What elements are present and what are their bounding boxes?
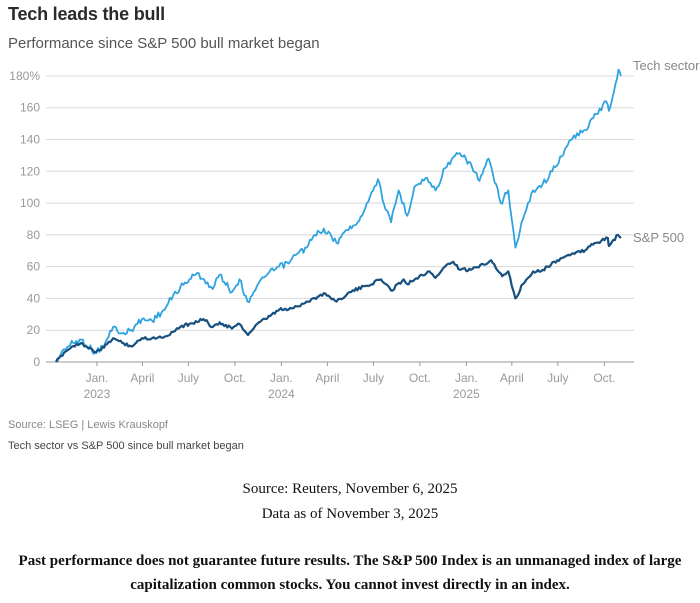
x-tick-year: 2025 <box>453 387 480 401</box>
x-tick-label: April <box>500 371 524 385</box>
x-axis-labels: Jan. 2023 April July Oct. Jan. 2024 April July Oc… <box>84 371 616 401</box>
grid <box>46 75 634 366</box>
y-tick-label: 100 <box>20 196 40 210</box>
y-tick-label: 0 <box>33 355 40 369</box>
source-note: Source: LSEG | Lewis Krauskopf <box>8 419 168 431</box>
y-tick-label: 140 <box>20 133 40 147</box>
y-tick-label: 60 <box>27 260 41 274</box>
x-tick-label: April <box>130 371 154 385</box>
x-tick-label: July <box>178 371 199 385</box>
chart-title: Tech leads the bull <box>8 4 165 24</box>
y-tick-label: 180% <box>9 69 40 83</box>
x-tick-label: July <box>547 371 568 385</box>
disclaimer: Past performance does not guarantee futu… <box>18 553 682 593</box>
x-tick-label: Jan. <box>86 371 109 385</box>
y-tick-label: 160 <box>20 101 40 115</box>
sp500-line <box>55 233 622 363</box>
x-tick-label: July <box>363 371 384 385</box>
tech-sector-label: Tech sector <box>633 60 700 73</box>
series-labels: Tech sector S&P 500 <box>633 60 700 245</box>
attribution-date: Data as of November 3, 2025 <box>261 506 439 522</box>
y-tick-label: 120 <box>20 164 40 178</box>
x-tick-label: Jan. <box>270 371 293 385</box>
tech-sector-line <box>55 68 622 363</box>
series-lines <box>55 68 622 363</box>
y-tick-label: 80 <box>27 228 41 242</box>
x-tick-label: April <box>315 371 339 385</box>
chart-subtitle: Performance since S&P 500 bull market be… <box>8 35 320 52</box>
x-tick-year: 2023 <box>84 387 111 401</box>
chart-caption: Tech sector vs S&P 500 since bull market… <box>8 440 244 452</box>
x-tick-year: 2024 <box>268 387 295 401</box>
attribution-source: Source: Reuters, November 6, 2025 <box>242 481 458 497</box>
y-tick-label: 40 <box>27 291 41 305</box>
x-tick-label: Oct. <box>409 371 431 385</box>
x-tick-label: Oct. <box>224 371 246 385</box>
x-tick-label: Oct. <box>593 371 615 385</box>
x-tick-label: Jan. <box>455 371 478 385</box>
sp500-label: S&P 500 <box>633 230 684 245</box>
y-tick-label: 20 <box>27 323 41 337</box>
y-axis-labels: 0 20 40 60 80 100 120 140 160 180% <box>9 69 40 369</box>
